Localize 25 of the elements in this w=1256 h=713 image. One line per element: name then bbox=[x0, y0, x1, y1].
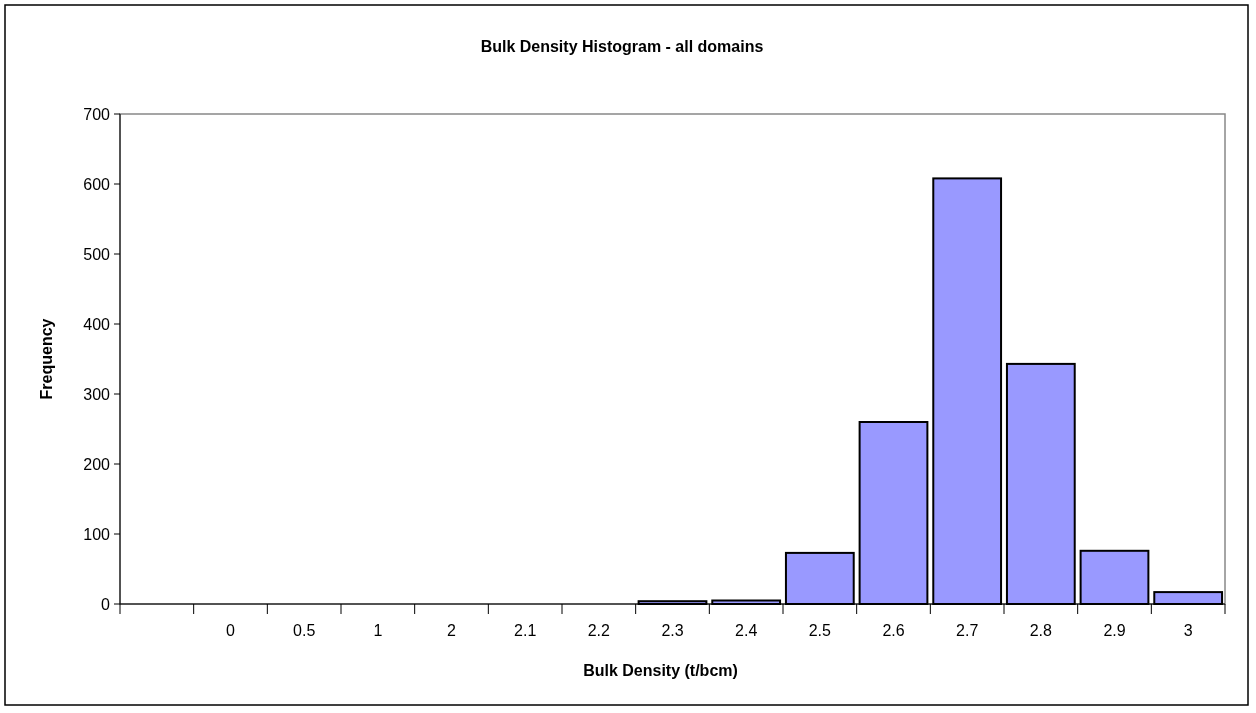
x-tick-label: 2 bbox=[447, 622, 457, 639]
x-tick-label: 2.8 bbox=[1029, 622, 1053, 639]
x-tick-label: 2.3 bbox=[661, 622, 684, 639]
y-tick-label: 100 bbox=[83, 525, 111, 543]
x-tick-label: 2.2 bbox=[587, 622, 611, 639]
x-tick-label: 1 bbox=[373, 622, 383, 639]
x-tick-label: 2.9 bbox=[1103, 622, 1126, 639]
x-tick-label: 2.6 bbox=[882, 622, 905, 639]
x-tick-label: 2.5 bbox=[808, 622, 832, 639]
x-tick-label: 0.5 bbox=[293, 622, 316, 639]
x-tick-label: 0 bbox=[226, 622, 236, 639]
y-tick-label: 400 bbox=[83, 315, 111, 333]
y-tick-label: 600 bbox=[83, 175, 111, 193]
y-tick-label: 200 bbox=[83, 455, 111, 473]
y-tick-label: 300 bbox=[83, 385, 111, 403]
x-tick-label: 2.1 bbox=[514, 622, 537, 639]
x-axis-title: Bulk Density (t/bcm) bbox=[583, 662, 738, 679]
y-tick-label: 700 bbox=[83, 105, 111, 123]
x-tick-label: 2.4 bbox=[735, 622, 758, 639]
y-tick-label: 500 bbox=[83, 245, 111, 263]
y-tick-label: 0 bbox=[101, 595, 111, 613]
x-tick-label: 3 bbox=[1183, 622, 1193, 639]
chart-title: Bulk Density Histogram - all domains bbox=[480, 38, 764, 55]
x-tick-label: 2.7 bbox=[956, 622, 979, 639]
y-axis-title: Frequency bbox=[38, 318, 55, 400]
